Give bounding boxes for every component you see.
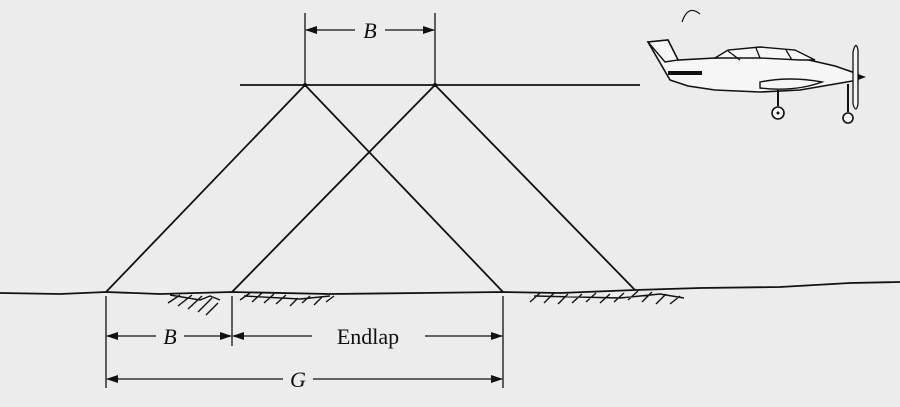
endlap-label: Endlap — [337, 324, 399, 349]
ground-coverage-dimension: G — [106, 367, 503, 392]
bottom-base-dimension: B — [106, 324, 232, 349]
top-base-label: B — [363, 18, 376, 43]
photo2-left-ray — [231, 84, 436, 293]
photo2-right-ray — [434, 84, 636, 291]
bottom-base-label: B — [163, 324, 176, 349]
airplane-icon — [646, 39, 866, 124]
photo1-left-ray — [105, 84, 306, 293]
ground-coverage-label: G — [290, 367, 306, 392]
ground-line — [0, 281, 900, 295]
top-base-dimension: B — [304, 13, 436, 85]
corner-arc — [681, 9, 701, 23]
endlap-dimension: Endlap — [232, 324, 503, 349]
ground-hatching — [167, 290, 685, 316]
photo1-right-ray — [304, 84, 504, 293]
